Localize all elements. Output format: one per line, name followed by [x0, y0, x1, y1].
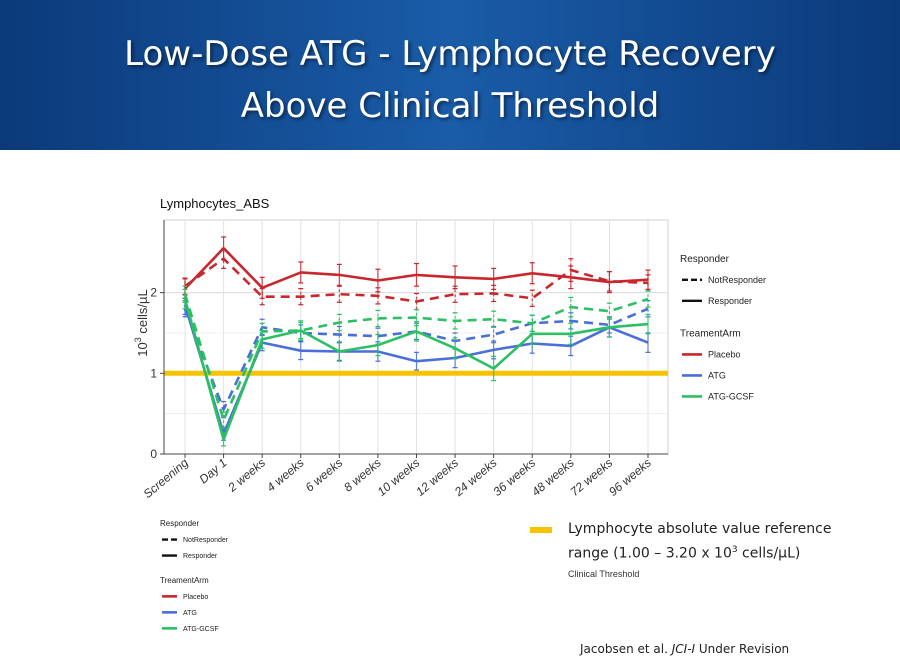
reference-range-note: Lymphocyte absolute value reference rang…	[568, 519, 868, 565]
x-tick-label: 24 weeks	[451, 456, 500, 500]
x-tick-label: 4 weeks	[264, 456, 307, 495]
x-tick-label: 12 weeks	[413, 456, 461, 499]
y-tick-label: 2	[150, 286, 157, 300]
legend-title-responder: Responder	[160, 519, 199, 528]
citation-authors: Jacobsen et al.	[580, 642, 672, 656]
x-tick-label: 6 weeks	[303, 456, 346, 495]
reference-range-exponent: 3	[731, 545, 738, 555]
clinical-threshold-label: Clinical Threshold	[568, 569, 640, 579]
legend-title-treatment-arm: TreamentArm	[680, 329, 741, 340]
legend-label-notresponder: NotResponder	[708, 275, 766, 285]
legend-label-atg: ATG	[708, 371, 726, 381]
x-tick-label: 72 weeks	[568, 456, 616, 499]
y-label-exponent: 3	[133, 337, 143, 342]
slide-title: Low-Dose ATG - Lymphocyte Recovery Above…	[0, 28, 900, 132]
series-line	[184, 246, 649, 290]
reference-line-1: Lymphocyte absolute value reference	[568, 521, 832, 537]
legend-title-treatment-arm: TreamentArm	[160, 576, 209, 585]
legend-label-atg-gcsf: ATG-GCSF	[183, 626, 219, 633]
x-tick-label: 2 weeks	[225, 456, 268, 496]
citation: Jacobsen et al. JCI-I Under Revision	[580, 642, 789, 656]
x-tick-label: Day 1	[196, 456, 229, 487]
citation-status: Under Revision	[695, 642, 790, 656]
legend-label-notresponder: NotResponder	[183, 537, 229, 544]
chart-title: Lymphocytes_ABS	[160, 196, 270, 211]
y-axis-label: 103 cells/µL	[133, 289, 150, 356]
y-tick-label: 0	[150, 447, 157, 461]
reference-line-2: range (1.00 – 3.20 x 103 cells/µL)	[568, 540, 868, 565]
legend-label-responder: Responder	[183, 553, 218, 560]
legend-right: Responder NotResponder Responder TreamentAr…	[680, 254, 766, 402]
slide-title-line-2: Above Clinical Threshold	[240, 86, 660, 126]
series-line	[183, 293, 649, 422]
citation-journal: JCI-I	[671, 642, 696, 656]
reference-range-prefix: range (1.00 – 3.20 x 10	[568, 545, 732, 562]
legend-label-placebo: Placebo	[183, 594, 208, 601]
x-tick-label: Screening	[141, 455, 192, 501]
legend-title-responder: Responder	[680, 254, 730, 265]
slide-title-line-1: Low-Dose ATG - Lymphocyte Recovery	[124, 34, 776, 74]
y-label-unit: cells/µL	[135, 289, 150, 337]
x-tick-label: 10 weeks	[375, 456, 423, 499]
reference-range-suffix: cells/µL)	[737, 545, 801, 562]
series-line	[184, 257, 649, 303]
x-tick-label: 96 weeks	[606, 456, 654, 499]
y-tick-label: 1	[150, 366, 157, 380]
legend-bottom: Responder NotResponder Responder TreamentAr…	[160, 519, 229, 633]
title-banner: Low-Dose ATG - Lymphocyte Recovery Above…	[0, 0, 900, 150]
x-tick-label: 48 weeks	[529, 456, 577, 499]
legend-label-atg: ATG	[183, 610, 197, 617]
legend-label-atg-gcsf: ATG-GCSF	[708, 392, 754, 402]
reference-line-swatch	[530, 527, 552, 533]
y-label-base: 10	[135, 342, 150, 356]
svg-text:103 cells/µL: 103 cells/µL	[133, 289, 150, 356]
legend-label-placebo: Placebo	[708, 350, 741, 360]
legend-label-responder: Responder	[708, 296, 752, 306]
x-tick-label: 36 weeks	[490, 456, 538, 499]
